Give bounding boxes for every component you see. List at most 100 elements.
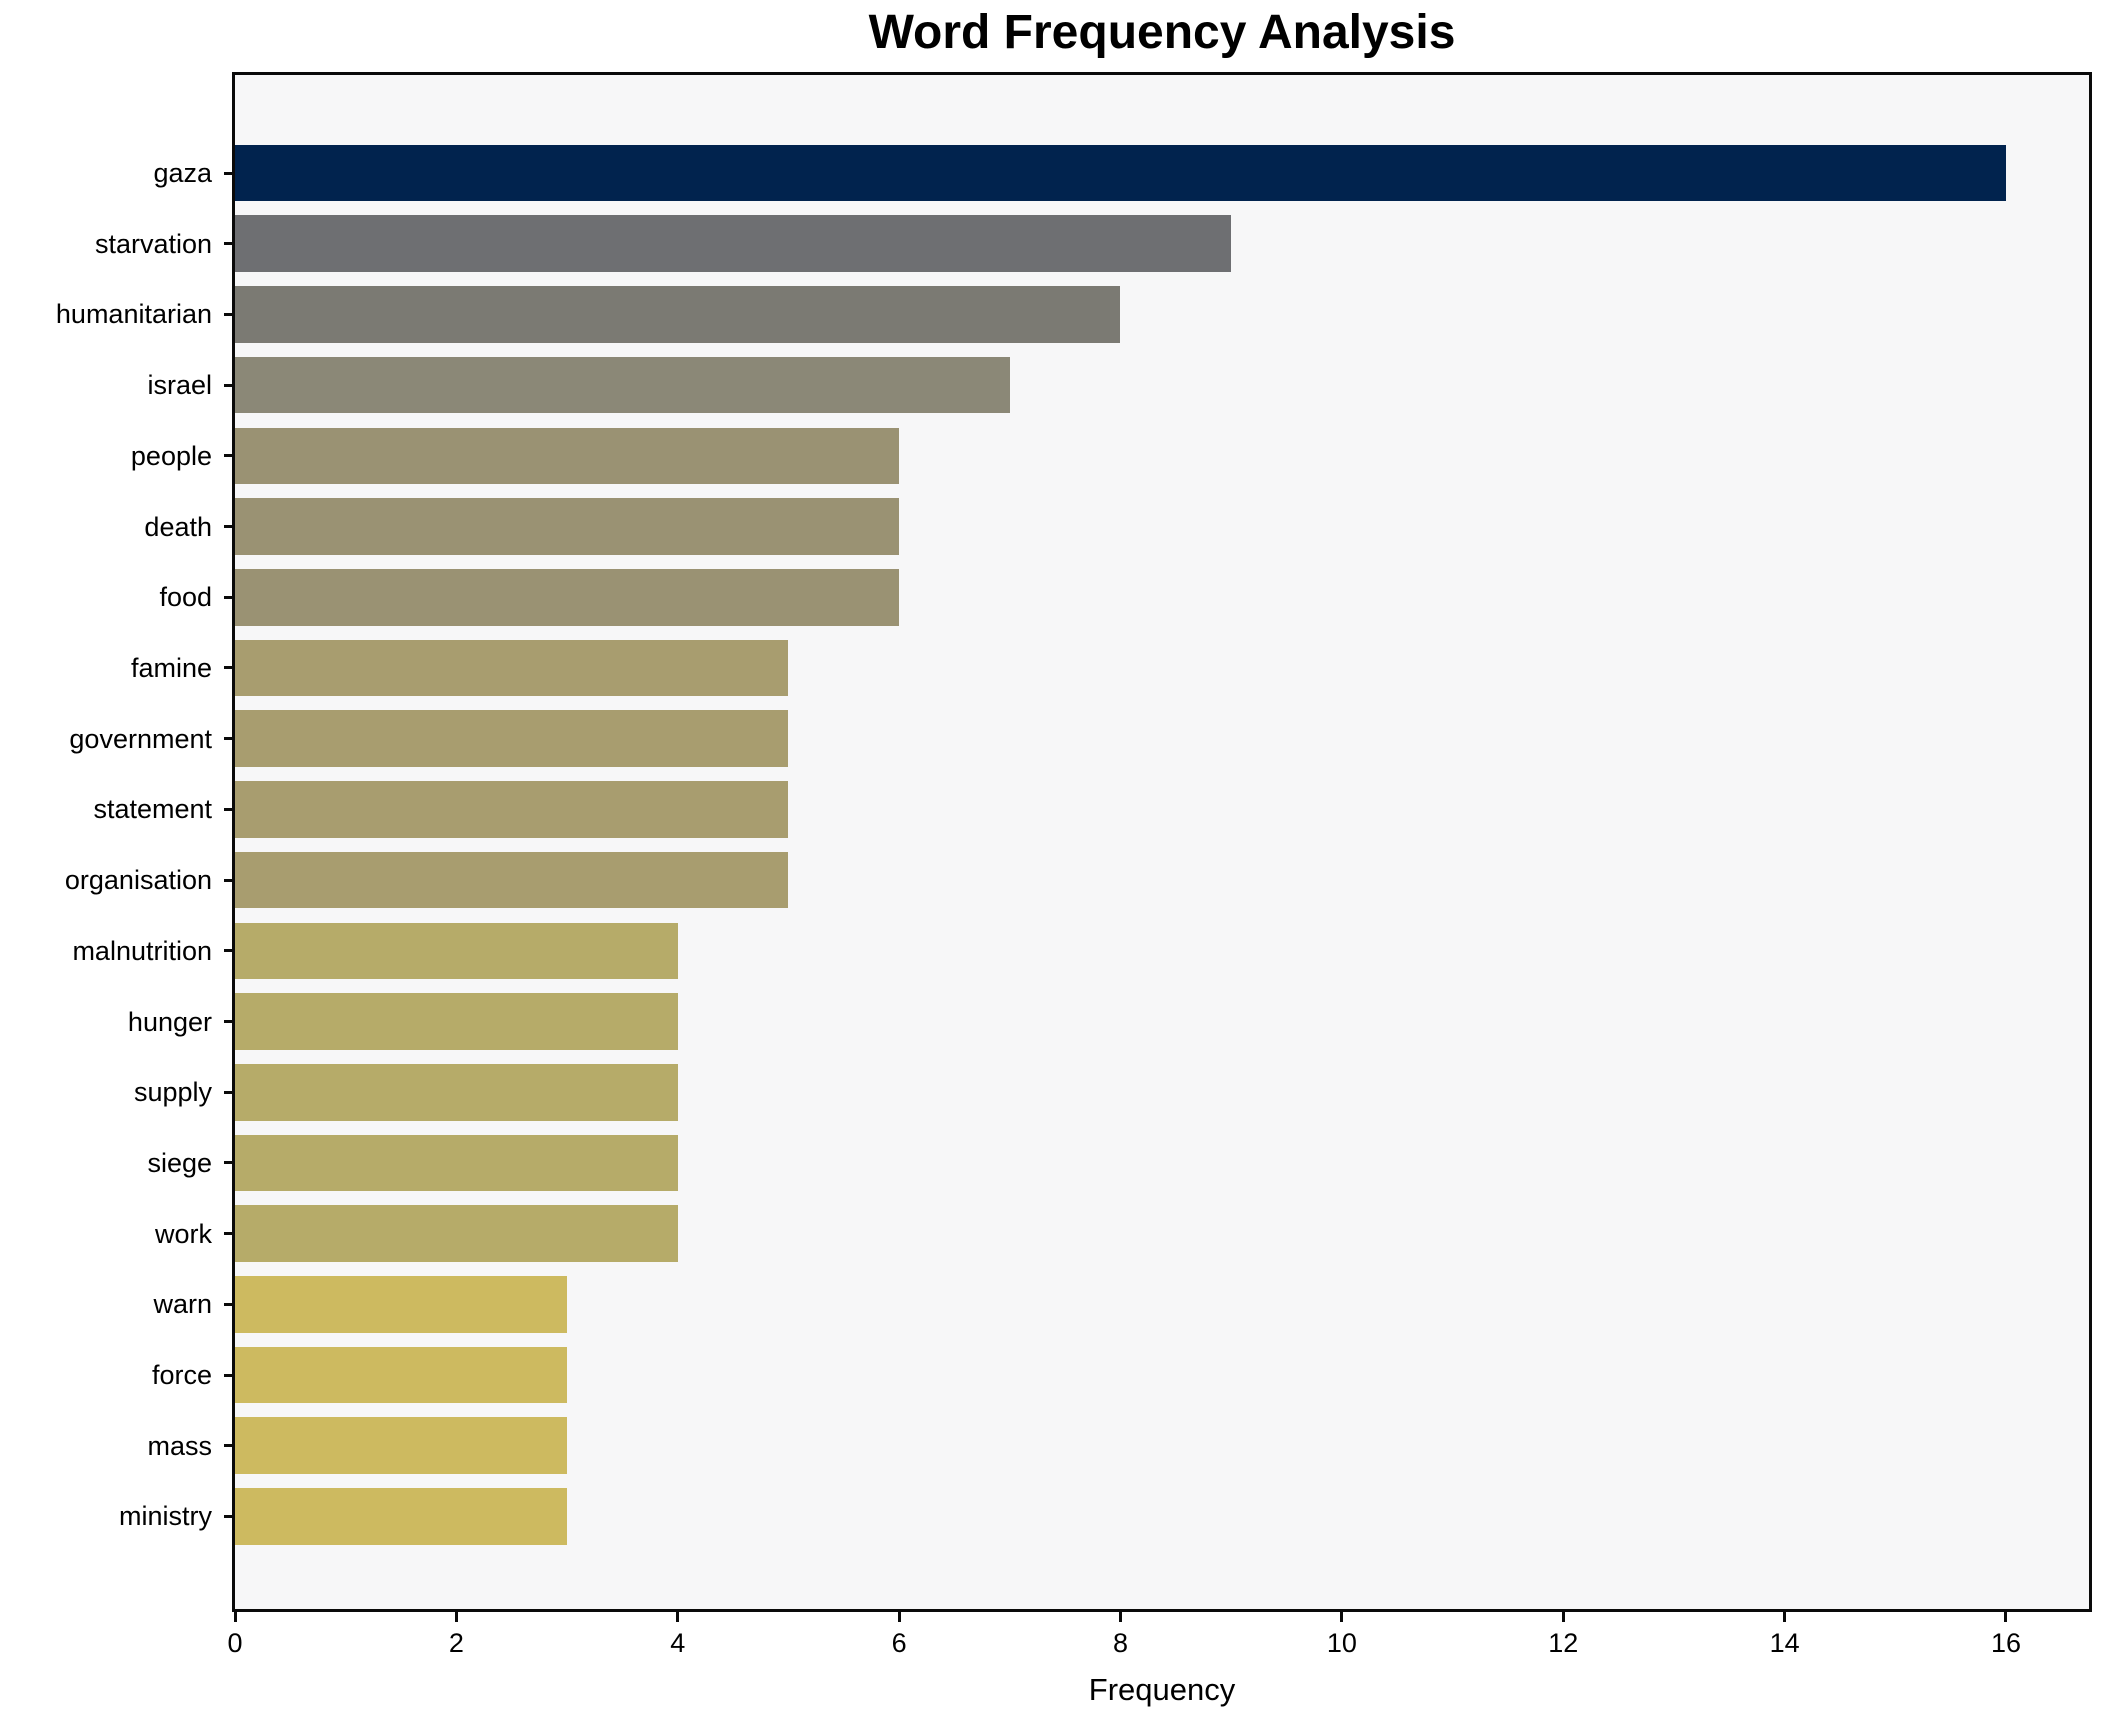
- y-axis-label: supply: [133, 1077, 212, 1108]
- y-axis-label: gaza: [153, 158, 212, 188]
- bar-row: [235, 639, 2089, 697]
- x-tick-mark: [454, 1612, 458, 1622]
- bar-work: [235, 1205, 678, 1262]
- x-tick-mark: [676, 1612, 680, 1622]
- y-tick-mark: [224, 171, 233, 175]
- y-tick-mark: [224, 312, 233, 316]
- y-tick-mark: [224, 1020, 233, 1024]
- y-tick-mark: [224, 1514, 233, 1518]
- y-axis-label: statement: [93, 794, 212, 825]
- chart-title: Word Frequency Analysis: [868, 6, 1456, 59]
- y-tick-mark: [224, 383, 233, 387]
- bar-death: [235, 498, 900, 555]
- y-axis-label: ministry: [119, 1501, 212, 1532]
- bar-row: [235, 286, 2089, 343]
- bar-row: [235, 144, 2089, 202]
- y-axis-label: government: [69, 723, 212, 754]
- bar-row: [235, 1134, 2089, 1192]
- x-axis-label: Frequency: [1088, 1672, 1236, 1707]
- bar-malnutrition: [235, 922, 678, 980]
- y-tick-mark: [224, 807, 233, 811]
- bars-container: [235, 75, 2089, 1609]
- y-tick-mark: [224, 1444, 233, 1448]
- bar-organisation: [235, 851, 789, 909]
- bar-humanitarian: [235, 286, 1121, 343]
- y-axis-label: death: [144, 511, 212, 542]
- y-axis-label: malnutrition: [72, 935, 212, 966]
- x-tick-mark: [2004, 1612, 2008, 1622]
- bar-famine: [235, 639, 789, 697]
- bar-row: [235, 710, 2089, 767]
- bar-row: [235, 1276, 2089, 1333]
- x-tick-label: 12: [1548, 1628, 1579, 1658]
- y-axis-label: force: [151, 1360, 212, 1391]
- plot-area: [232, 72, 2092, 1612]
- y-axis-label: people: [130, 440, 212, 471]
- bar-force: [235, 1346, 568, 1404]
- bar-row: [235, 781, 2089, 838]
- y-axis-label: starvation: [94, 228, 212, 259]
- bar-row: [235, 498, 2089, 555]
- y-axis-label: organisation: [64, 865, 212, 896]
- x-tick-label: 16: [1990, 1628, 2021, 1658]
- y-axis-label: work: [154, 1218, 212, 1249]
- y-tick-mark: [224, 1232, 233, 1236]
- x-tick-mark: [897, 1612, 901, 1622]
- y-tick-mark: [224, 595, 233, 599]
- bar-row: [235, 215, 2089, 272]
- bar-ministry: [235, 1488, 568, 1545]
- bar-warn: [235, 1276, 568, 1333]
- x-tick-mark: [1561, 1612, 1565, 1622]
- bar-government: [235, 710, 789, 767]
- y-axis-label: siege: [147, 1147, 212, 1178]
- bar-food: [235, 568, 900, 626]
- y-axis-label: food: [159, 582, 212, 613]
- x-tick-label: 0: [227, 1628, 243, 1658]
- y-axis-label: israel: [147, 370, 212, 401]
- x-tick-label: 4: [670, 1628, 686, 1658]
- bar-row: [235, 922, 2089, 980]
- bar-row: [235, 1417, 2089, 1475]
- bar-row: [235, 1346, 2089, 1404]
- bar-people: [235, 427, 900, 485]
- x-tick-label: 10: [1326, 1628, 1357, 1658]
- x-tick-label: 14: [1769, 1628, 1800, 1658]
- bar-starvation: [235, 215, 1232, 272]
- y-tick-mark: [224, 1302, 233, 1306]
- x-tick-mark: [1340, 1612, 1344, 1622]
- bar-row: [235, 568, 2089, 626]
- y-tick-mark: [224, 737, 233, 741]
- x-tick-label: 2: [448, 1628, 464, 1658]
- bar-supply: [235, 1063, 678, 1121]
- bar-row: [235, 1205, 2089, 1262]
- x-tick-mark: [1118, 1612, 1122, 1622]
- y-axis-label: humanitarian: [55, 299, 212, 330]
- bar-row: [235, 993, 2089, 1050]
- y-tick-mark: [224, 454, 233, 458]
- bar-mass: [235, 1417, 568, 1475]
- y-axis-label: warn: [153, 1289, 212, 1320]
- y-tick-mark: [224, 666, 233, 670]
- bar-siege: [235, 1134, 678, 1192]
- bar-row: [235, 427, 2089, 485]
- bar-row: [235, 1063, 2089, 1121]
- y-tick-mark: [224, 242, 233, 246]
- x-tick-mark: [1783, 1612, 1787, 1622]
- bar-row: [235, 1488, 2089, 1545]
- x-tick-mark: [233, 1612, 237, 1622]
- x-tick-label: 6: [891, 1628, 907, 1658]
- y-tick-mark: [224, 878, 233, 882]
- bar-israel: [235, 356, 1010, 414]
- y-tick-mark: [224, 1090, 233, 1094]
- bar-row: [235, 851, 2089, 909]
- bar-gaza: [235, 144, 2006, 202]
- y-axis-label: hunger: [127, 1006, 212, 1037]
- y-axis-label: mass: [147, 1430, 212, 1461]
- y-tick-mark: [224, 1161, 233, 1165]
- y-tick-mark: [224, 1373, 233, 1377]
- y-tick-mark: [224, 949, 233, 953]
- bar-hunger: [235, 993, 678, 1050]
- bar-statement: [235, 781, 789, 838]
- y-tick-mark: [224, 525, 233, 529]
